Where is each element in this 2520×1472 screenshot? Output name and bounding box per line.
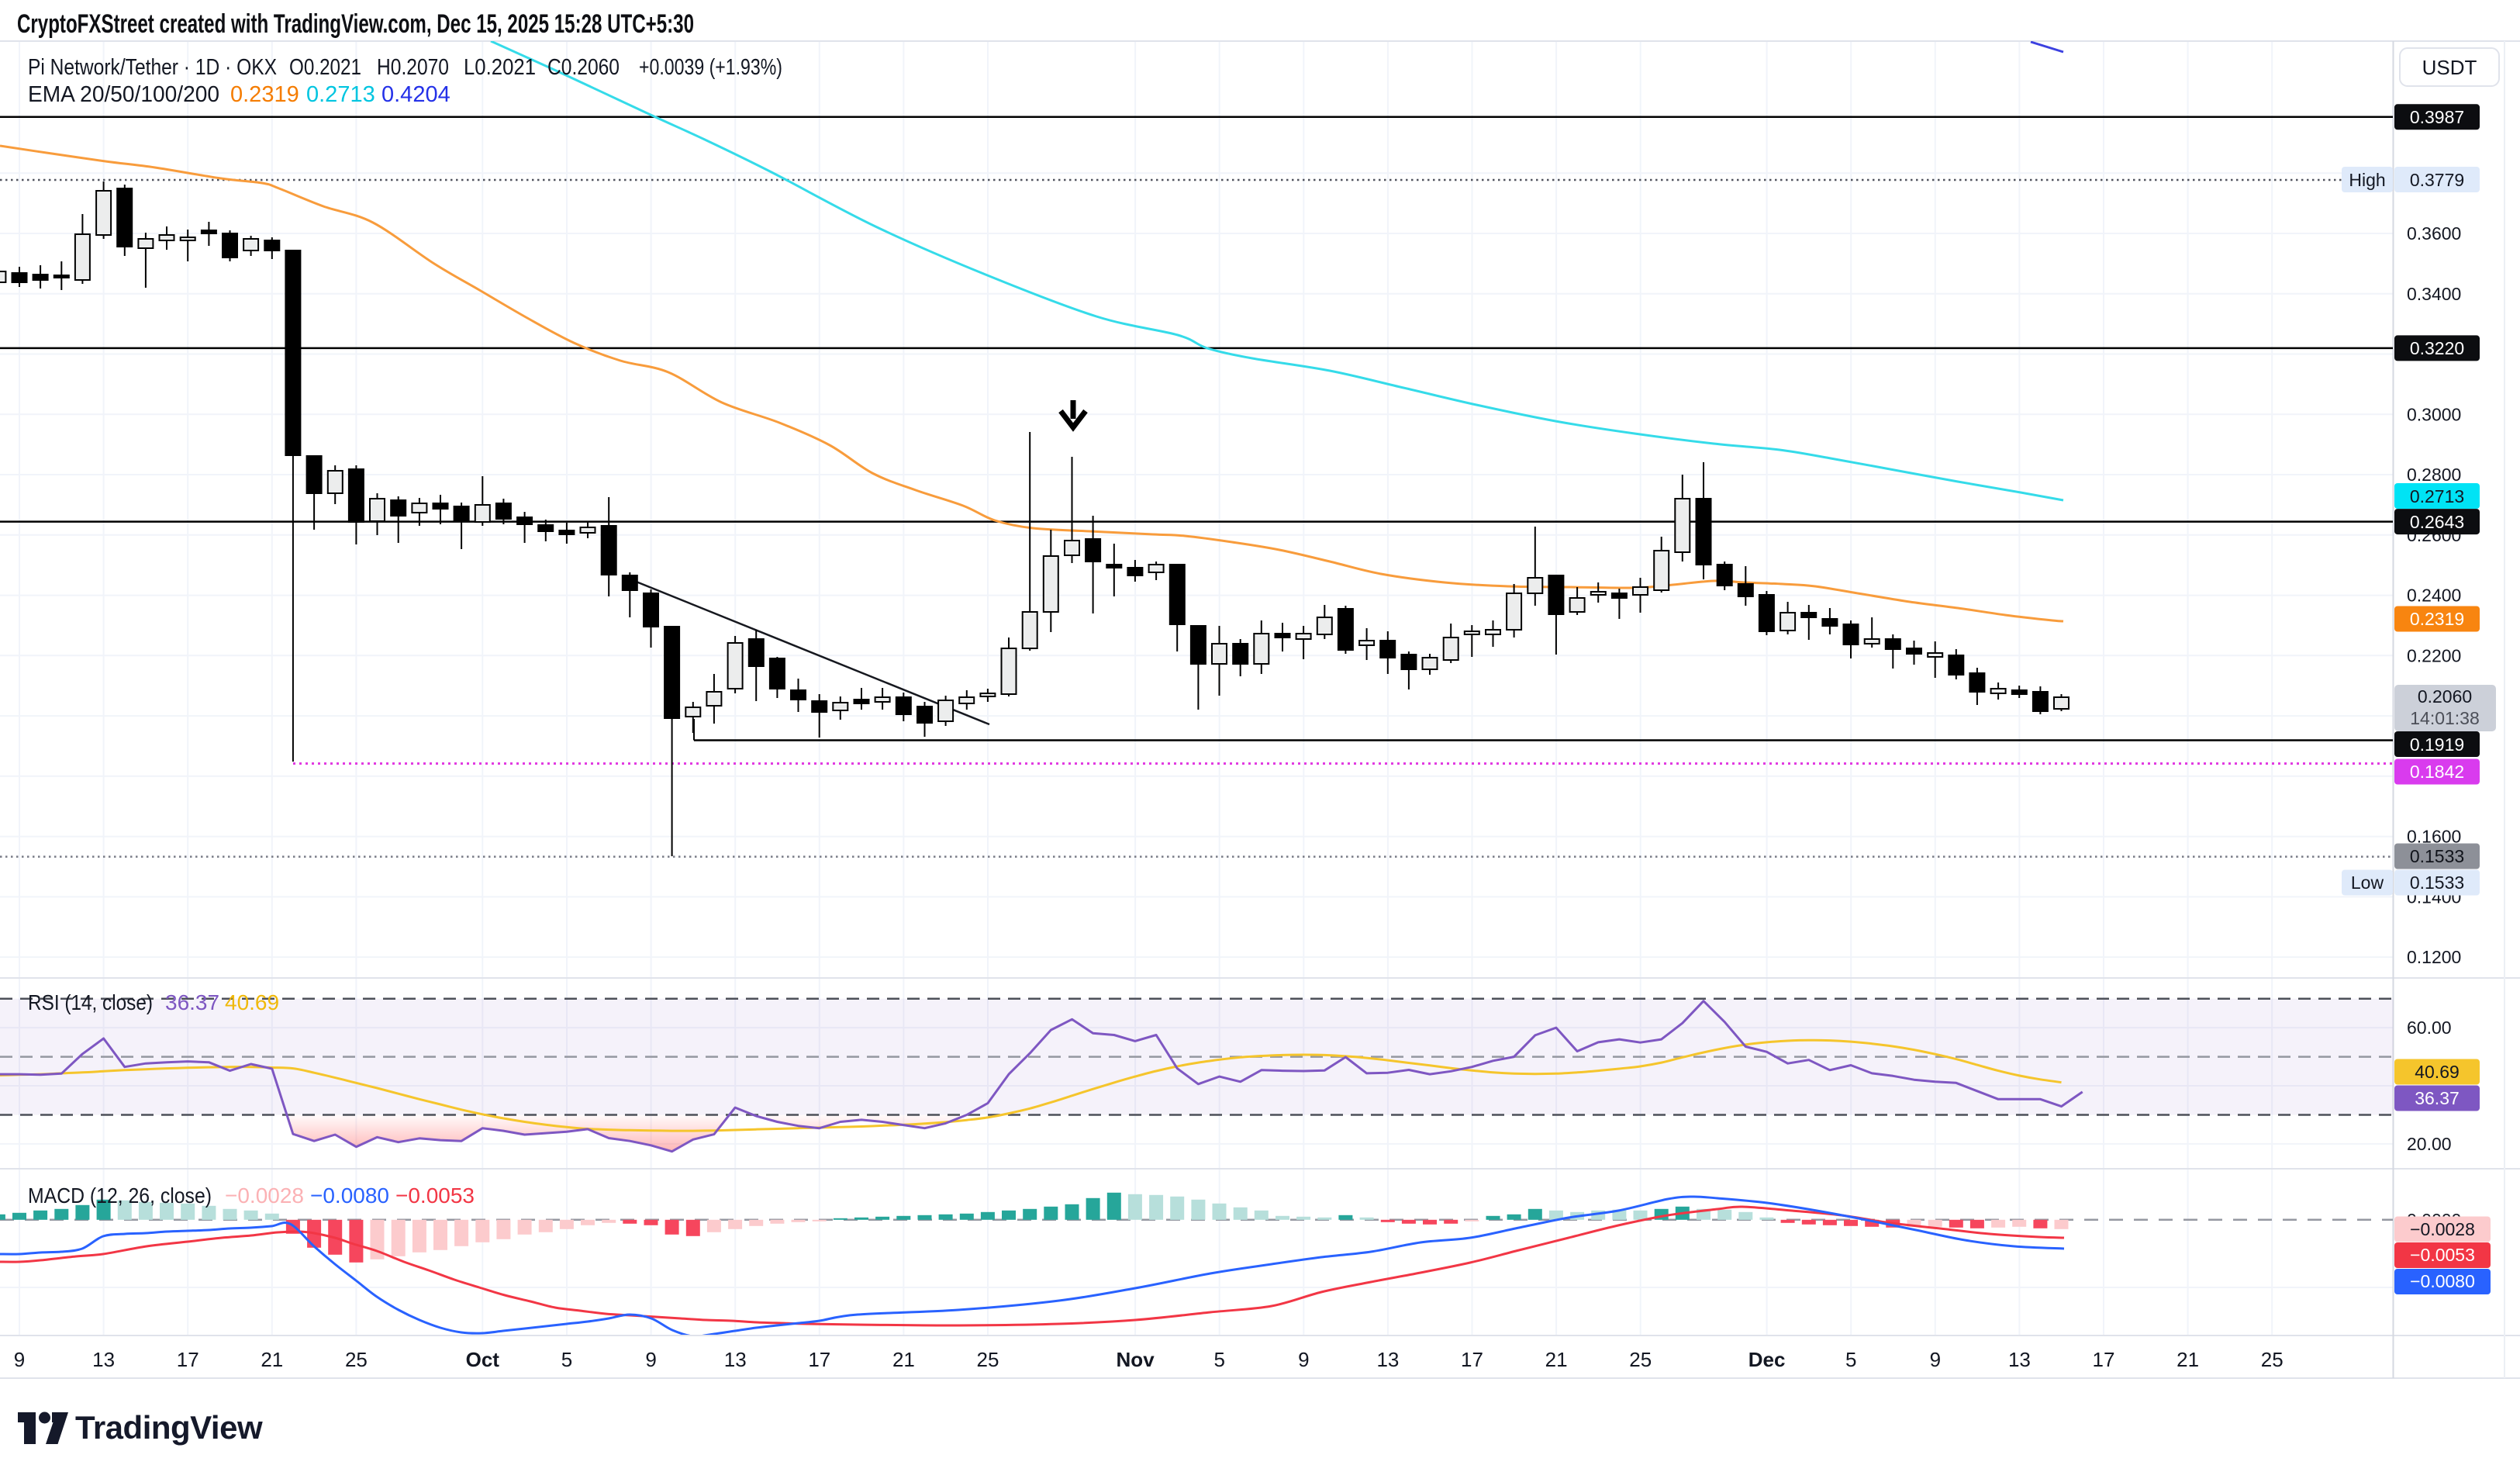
- svg-text:9: 9: [1930, 1348, 1941, 1371]
- svg-text:Oct: Oct: [466, 1348, 500, 1371]
- svg-text:C0.2060: C0.2060: [547, 55, 620, 80]
- svg-text:−0.0028: −0.0028: [2410, 1219, 2475, 1239]
- svg-text:+0.0039 (+1.93%): +0.0039 (+1.93%): [639, 55, 782, 80]
- svg-text:0.1533: 0.1533: [2410, 872, 2464, 893]
- svg-text:0.2319: 0.2319: [2410, 609, 2464, 629]
- svg-text:9: 9: [14, 1348, 25, 1371]
- svg-text:RSI (14, close): RSI (14, close): [28, 990, 153, 1014]
- svg-text:0.1919: 0.1919: [2410, 734, 2464, 755]
- svg-text:MACD (12, 26, close): MACD (12, 26, close): [28, 1183, 212, 1208]
- svg-text:13: 13: [1376, 1348, 1399, 1371]
- svg-text:0.3000: 0.3000: [2407, 404, 2461, 424]
- svg-text:21: 21: [261, 1348, 283, 1371]
- svg-text:O0.2021: O0.2021: [289, 55, 361, 80]
- svg-text:Nov: Nov: [1117, 1348, 1155, 1371]
- svg-text:0.2200: 0.2200: [2407, 645, 2461, 665]
- svg-text:0.2643: 0.2643: [2410, 512, 2464, 532]
- svg-text:14:01:38: 14:01:38: [2410, 708, 2480, 728]
- svg-text:13: 13: [2008, 1348, 2031, 1371]
- svg-text:25: 25: [2261, 1348, 2284, 1371]
- svg-text:40.69: 40.69: [225, 990, 279, 1014]
- svg-text:L0.2021: L0.2021: [464, 55, 536, 80]
- svg-text:USDT: USDT: [2422, 56, 2477, 79]
- svg-text:25: 25: [1629, 1348, 1652, 1371]
- svg-text:0.3400: 0.3400: [2407, 284, 2461, 304]
- svg-text:0.4204: 0.4204: [381, 82, 450, 107]
- svg-text:60.00: 60.00: [2407, 1018, 2452, 1038]
- svg-text:Dec: Dec: [1748, 1348, 1786, 1371]
- svg-text:0.1600: 0.1600: [2407, 827, 2461, 847]
- svg-text:H0.2070: H0.2070: [377, 55, 449, 80]
- svg-text:0.1842: 0.1842: [2410, 762, 2464, 782]
- svg-text:EMA 20/50/100/200: EMA 20/50/100/200: [28, 82, 219, 107]
- svg-text:0.2060: 0.2060: [2418, 686, 2472, 707]
- svg-text:0.3220: 0.3220: [2410, 338, 2464, 358]
- svg-text:17: 17: [177, 1348, 199, 1371]
- svg-text:−0.0053: −0.0053: [395, 1183, 475, 1208]
- svg-text:21: 21: [2177, 1348, 2199, 1371]
- svg-text:0.1533: 0.1533: [2410, 846, 2464, 866]
- svg-text:36.37: 36.37: [165, 990, 219, 1014]
- svg-text:40.69: 40.69: [2415, 1062, 2460, 1082]
- svg-text:5: 5: [1213, 1348, 1224, 1371]
- svg-text:Low: Low: [2351, 872, 2384, 893]
- svg-text:0.2713: 0.2713: [2410, 486, 2464, 506]
- svg-text:13: 13: [724, 1348, 747, 1371]
- svg-text:−0.0053: −0.0053: [2410, 1245, 2475, 1265]
- svg-text:0.3779: 0.3779: [2410, 170, 2464, 190]
- svg-text:9: 9: [645, 1348, 656, 1371]
- svg-text:0.2713: 0.2713: [306, 82, 375, 107]
- svg-text:−0.0080: −0.0080: [310, 1183, 389, 1208]
- svg-text:20.00: 20.00: [2407, 1134, 2452, 1154]
- svg-text:9: 9: [1298, 1348, 1309, 1371]
- svg-text:25: 25: [977, 1348, 999, 1371]
- svg-text:−0.0080: −0.0080: [2410, 1271, 2475, 1291]
- svg-text:−0.0028: −0.0028: [225, 1183, 304, 1208]
- svg-text:5: 5: [561, 1348, 572, 1371]
- svg-text:High: High: [2349, 170, 2385, 190]
- svg-text:0.2319: 0.2319: [230, 82, 299, 107]
- svg-text:0.2800: 0.2800: [2407, 465, 2461, 485]
- svg-text:0.3987: 0.3987: [2410, 107, 2464, 127]
- svg-text:Pi Network/Tether · 1D · OKX: Pi Network/Tether · 1D · OKX: [28, 55, 277, 80]
- svg-text:13: 13: [92, 1348, 115, 1371]
- svg-text:21: 21: [1545, 1348, 1568, 1371]
- svg-text:36.37: 36.37: [2415, 1088, 2460, 1108]
- svg-text:TradingView: TradingView: [75, 1409, 263, 1446]
- svg-text:CryptoFXStreet created with Tr: CryptoFXStreet created with TradingView.…: [17, 9, 694, 39]
- svg-text:0.1200: 0.1200: [2407, 947, 2461, 967]
- svg-text:5: 5: [1845, 1348, 1856, 1371]
- svg-text:25: 25: [345, 1348, 368, 1371]
- svg-text:17: 17: [2093, 1348, 2115, 1371]
- svg-text:17: 17: [808, 1348, 830, 1371]
- svg-text:0.2400: 0.2400: [2407, 586, 2461, 606]
- svg-text:0.3600: 0.3600: [2407, 223, 2461, 244]
- svg-text:17: 17: [1461, 1348, 1483, 1371]
- svg-text:21: 21: [892, 1348, 915, 1371]
